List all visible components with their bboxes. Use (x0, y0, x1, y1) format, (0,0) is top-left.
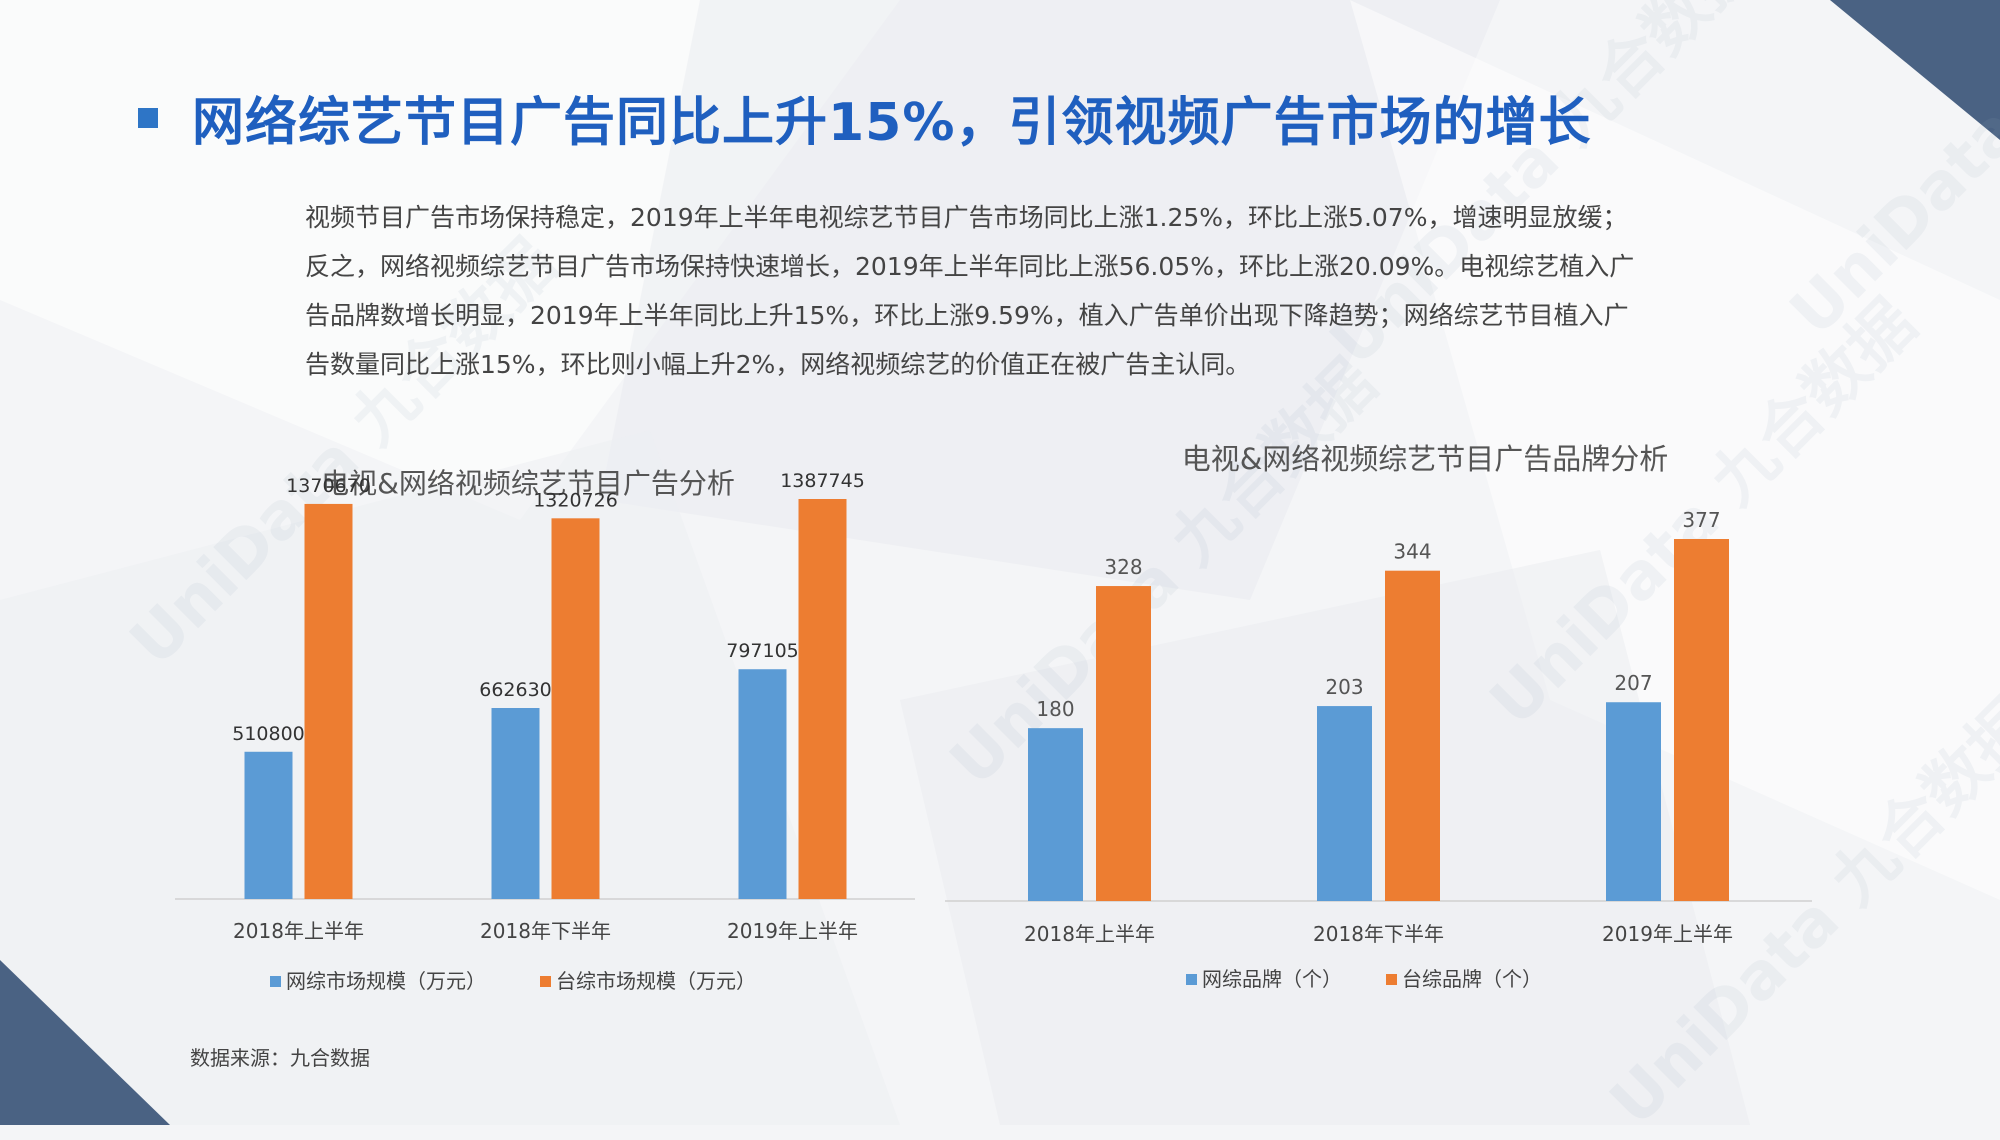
paragraph-line: 告品牌数增长明显，2019年上半年同比上升15%，环比上涨9.59%，植入广告单… (305, 301, 1629, 330)
corner-decoration-bottom-left (0, 960, 170, 1125)
paragraph-line: 视频节目广告市场保持稳定，2019年上半年电视综艺节目广告市场同比上涨1.25%… (305, 203, 1628, 232)
summary-paragraph: 视频节目广告市场保持稳定，2019年上半年电视综艺节目广告市场同比上涨1.25%… (305, 193, 1700, 389)
slide-title: 网络综艺节目广告同比上升15%，引领视频广告市场的增长 (192, 93, 1592, 153)
slide-header: 网络综艺节目广告同比上升15%，引领视频广告市场的增长 (138, 80, 1591, 155)
corner-decoration-top-right (1830, 0, 2000, 140)
title-bullet-icon (138, 107, 158, 128)
paragraph-line: 反之，网络视频综艺节目广告市场保持快速增长，2019年上半年同比上涨56.05%… (305, 252, 1635, 281)
data-source-note: 数据来源：九合数据 (190, 1046, 370, 1070)
paragraph-line: 告数量同比上涨15%，环比则小幅上升2%，网络视频综艺的价值正在被广告主认同。 (305, 350, 1251, 379)
